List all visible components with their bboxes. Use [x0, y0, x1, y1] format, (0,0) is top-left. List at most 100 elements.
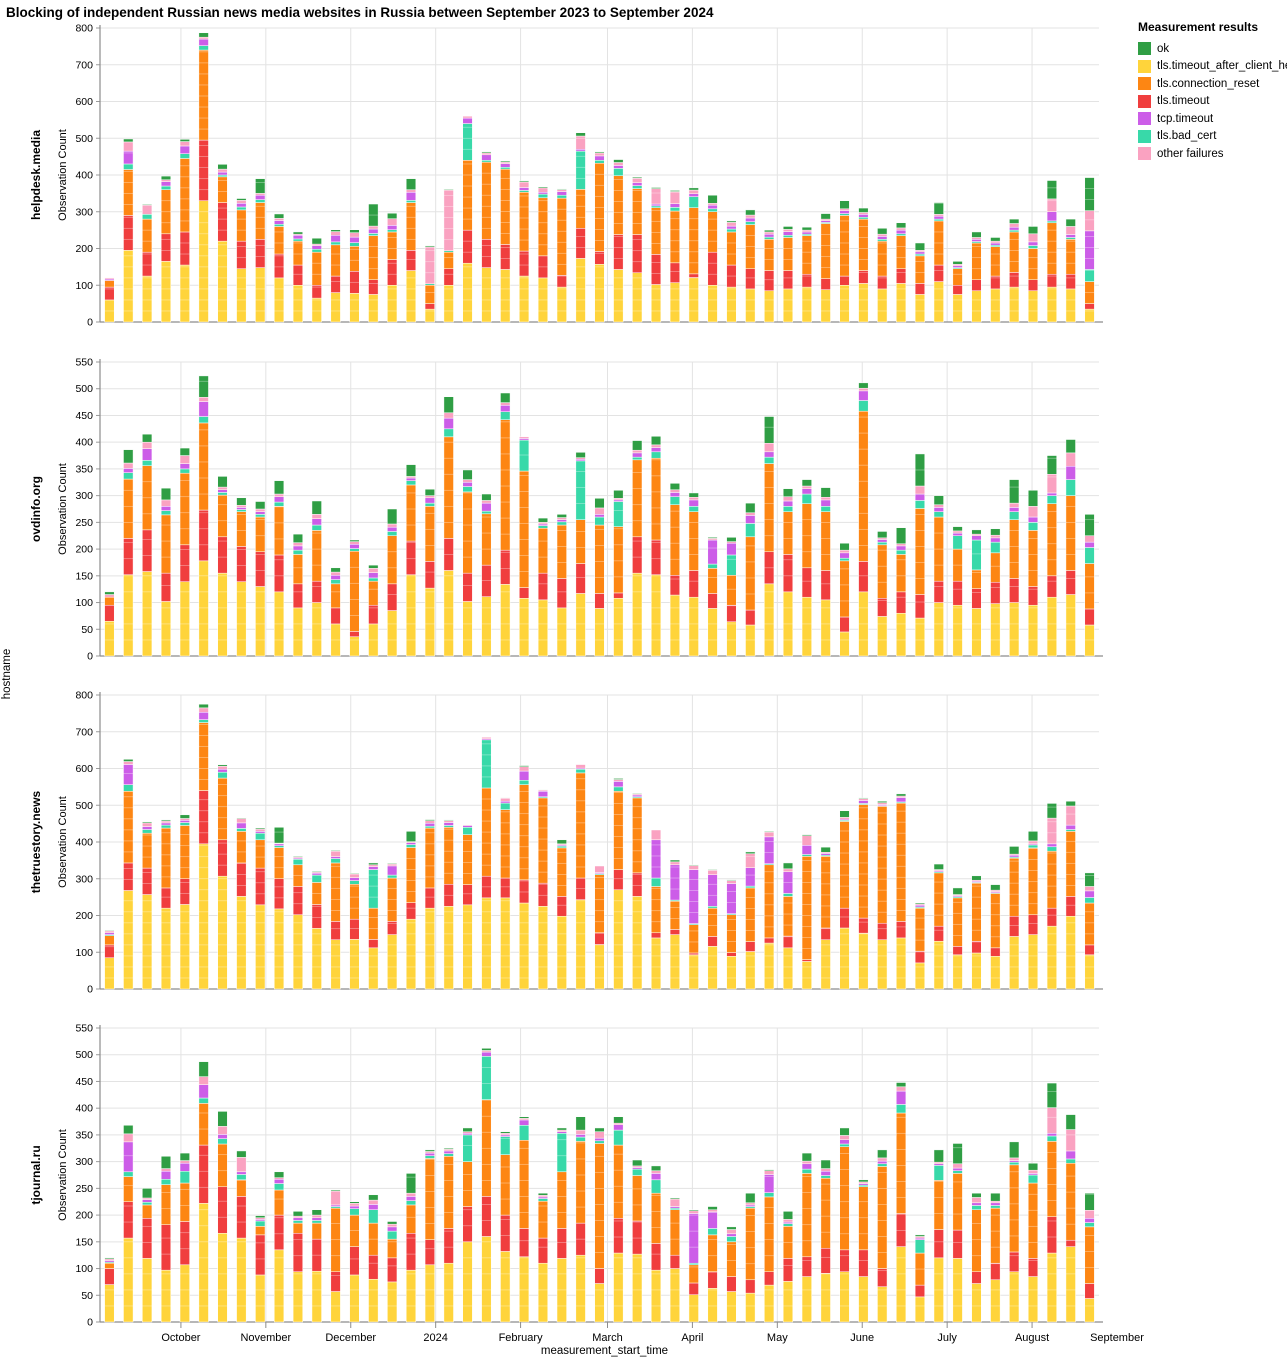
bar-segment [650, 188, 662, 205]
bar-segment [1027, 847, 1039, 916]
legend-item-label: tls.timeout_after_client_hello [1157, 60, 1287, 72]
bar-segment [198, 49, 209, 141]
y-tick-label: 500 [75, 800, 93, 812]
bar-segment [933, 1229, 944, 1259]
bar-segment [820, 511, 831, 571]
bar-segment [820, 506, 831, 512]
bar-segment [556, 839, 567, 845]
bar-segment [537, 1198, 549, 1202]
bar-segment [839, 1143, 850, 1147]
bar-segment [424, 245, 435, 248]
bar-segment [933, 202, 944, 215]
bar-segment [160, 1184, 172, 1225]
bar-segment [142, 826, 153, 830]
bar-segment [349, 918, 360, 940]
bar-segment [632, 272, 643, 323]
bar-segment [764, 463, 775, 553]
bar-segment [368, 228, 379, 234]
bar-segment [971, 1205, 982, 1210]
bar-segment [424, 887, 435, 909]
bar-segment [839, 810, 850, 818]
bar-segment [1046, 492, 1057, 496]
bar-segment [839, 215, 850, 277]
bar-segment [405, 270, 417, 323]
bar-segment [236, 896, 247, 990]
bar-segment [198, 397, 209, 402]
legend-item-label: tls.timeout [1157, 95, 1210, 107]
bar-segment [669, 934, 680, 990]
bar-segment [142, 460, 153, 466]
bar-segment [292, 1220, 303, 1224]
y-tick-label: 500 [75, 383, 93, 395]
bar-segment [330, 567, 341, 573]
bar-segment [726, 621, 737, 657]
bar-segment [274, 845, 285, 848]
bar-segment [914, 283, 925, 295]
bar-segment [1046, 455, 1057, 475]
bar-segment [311, 1222, 322, 1240]
bar-segment [387, 218, 398, 226]
bar-segment [142, 571, 153, 657]
bar-segment [519, 1116, 530, 1119]
bar-segment [1046, 286, 1057, 323]
bar-segment [877, 616, 888, 657]
bar-segment [274, 223, 285, 227]
bar-segment [387, 212, 398, 219]
bar-segment [877, 539, 888, 543]
bar-segment [971, 1192, 982, 1198]
bar-segment [500, 167, 511, 170]
bar-segment [500, 411, 511, 420]
bar-segment [1084, 944, 1095, 956]
bar-segment [801, 286, 812, 323]
bar-segment [123, 141, 134, 152]
bar-segment [575, 899, 586, 990]
bar-segment [537, 527, 549, 574]
bar-segment [123, 138, 134, 143]
bar-segment [1084, 897, 1095, 904]
bar-segment [613, 1116, 624, 1124]
bar-segment [971, 231, 982, 238]
bar-segment [462, 1161, 473, 1207]
bar-segment [160, 1168, 172, 1172]
bar-segment [688, 196, 699, 208]
bar-segment [650, 574, 662, 657]
bar-segment [217, 486, 228, 491]
bar-segment [349, 884, 360, 920]
bar-segment [707, 208, 718, 212]
bar-segment [688, 1213, 699, 1264]
bar-segment [443, 825, 454, 828]
bar-segment [669, 900, 680, 930]
bar-segment [330, 1271, 341, 1292]
bar-segment [462, 479, 473, 483]
bar-segment [274, 1189, 285, 1216]
bar-segment [387, 229, 398, 233]
bar-segment [801, 485, 812, 489]
bar-segment [519, 436, 530, 439]
bar-segment [462, 1206, 473, 1243]
bar-segment [707, 539, 718, 565]
bar-segment [990, 242, 1001, 246]
bar-segment [217, 494, 228, 538]
bar-segment [632, 176, 643, 179]
bar-segment [914, 950, 925, 964]
bar-segment [782, 237, 794, 271]
bar-segment [688, 1264, 699, 1284]
bar-segment [613, 889, 624, 990]
bar-segment [349, 246, 360, 272]
bar-segment [179, 904, 190, 990]
bar-segment [1046, 575, 1057, 598]
bar-segment [782, 935, 794, 949]
bar-segment [142, 822, 153, 827]
bar-segment [745, 624, 756, 657]
bar-segment [801, 961, 812, 990]
bar-segment [198, 422, 209, 511]
bar-segment [839, 552, 850, 559]
bar-segment [1084, 563, 1095, 610]
bar-segment [142, 214, 153, 220]
bar-segment [405, 178, 417, 190]
legend-swatch-icon [1138, 59, 1151, 73]
bar-segment [707, 1288, 718, 1323]
bar-segment [877, 802, 888, 805]
bar-segment [274, 908, 285, 990]
